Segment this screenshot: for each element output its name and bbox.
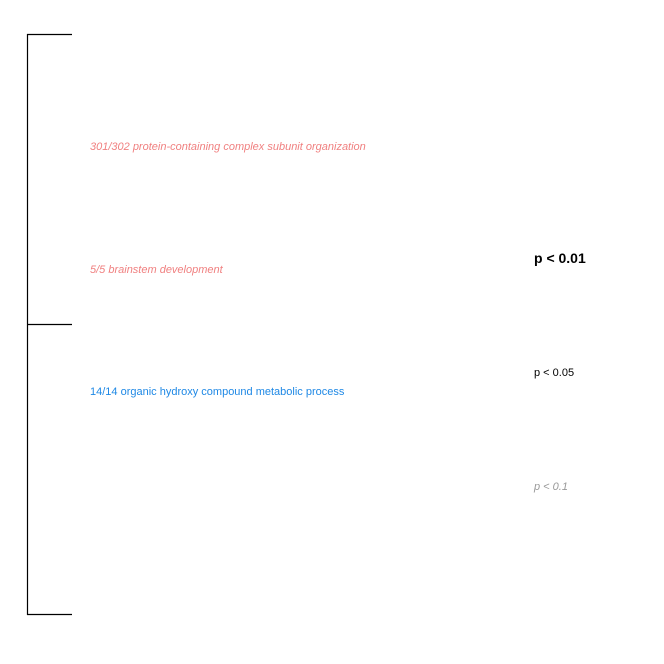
legend-p-0-01: p < 0.01	[534, 250, 586, 266]
term-label-protein-complex-organization: 301/302 protein-containing complex subun…	[90, 141, 366, 153]
term-label-organic-hydroxy-compound: 14/14 organic hydroxy compound metabolic…	[90, 386, 345, 398]
legend-p-0-05: p < 0.05	[534, 367, 575, 379]
legend-p-0-1: p < 0.1	[534, 481, 568, 493]
term-label-brainstem-development: 5/5 brainstem development	[90, 264, 223, 276]
